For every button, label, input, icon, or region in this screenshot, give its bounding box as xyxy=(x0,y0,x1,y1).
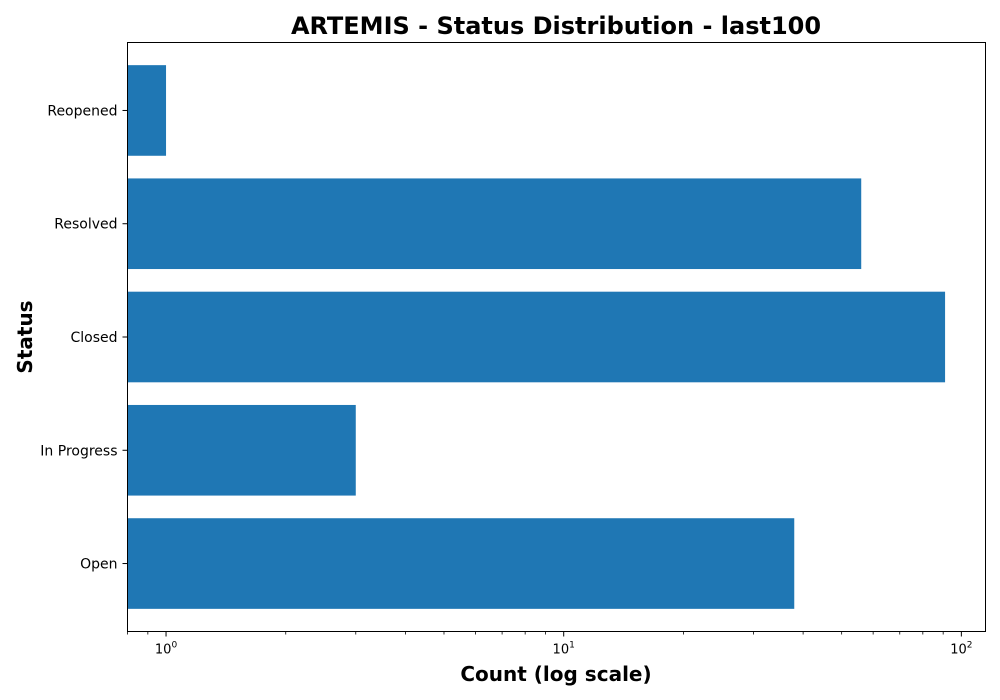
x-tick-label-1: 100 xyxy=(155,641,178,658)
y-axis-label: Status xyxy=(13,300,37,373)
y-tick-label-closed: Closed xyxy=(70,330,117,346)
bar-resolved xyxy=(128,178,862,269)
x-axis: 100 101 102 xyxy=(128,632,973,658)
bar-in-progress xyxy=(128,405,356,496)
y-tick-label-open: Open xyxy=(80,557,117,573)
bar-open xyxy=(128,518,795,609)
bar-reopened xyxy=(128,65,167,156)
y-tick-label-resolved: Resolved xyxy=(54,217,117,233)
chart-title: ARTEMIS - Status Distribution - last100 xyxy=(291,12,821,40)
y-tick-label-in-progress: In Progress xyxy=(40,443,117,459)
y-axis: Open In Progress Closed Resolved Reopened xyxy=(40,103,127,572)
bar-closed xyxy=(128,292,946,383)
y-tick-label-reopened: Reopened xyxy=(47,103,117,119)
x-tick-label-10: 101 xyxy=(553,641,575,658)
x-axis-label: Count (log scale) xyxy=(460,662,651,686)
bars-group xyxy=(128,65,946,609)
x-tick-label-100: 102 xyxy=(950,641,972,658)
